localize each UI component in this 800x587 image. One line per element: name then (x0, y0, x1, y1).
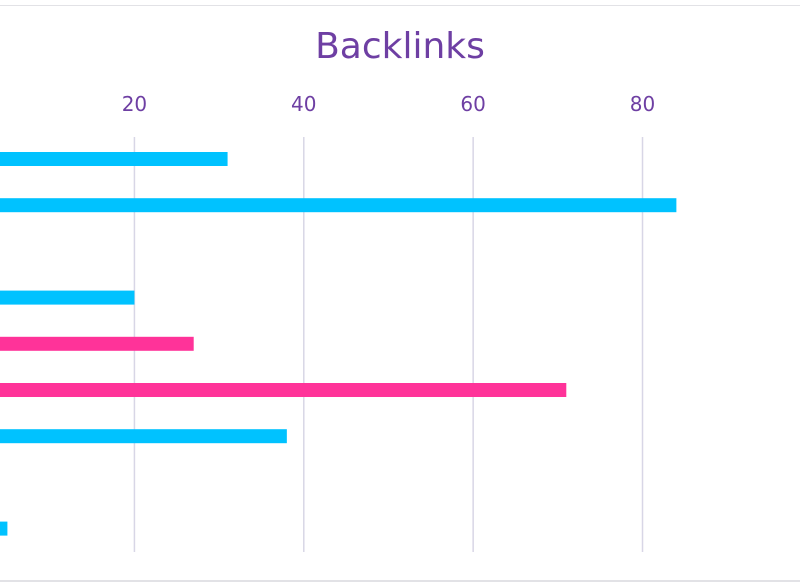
x-tick-labels: 20 40 60 80 (122, 92, 656, 116)
bar-5 (0, 336, 194, 351)
bar-9 (0, 521, 8, 536)
top-divider (0, 5, 800, 6)
bar-7 (0, 429, 287, 444)
bar-4 (0, 290, 135, 305)
bar-1 (0, 152, 228, 166)
x-tick-label: 60 (460, 92, 485, 116)
chart-title: Backlinks (315, 26, 485, 67)
bottom-divider (0, 580, 800, 582)
x-tick-label: 20 (122, 92, 147, 116)
bars (0, 152, 677, 536)
x-tick-label: 80 (630, 92, 655, 116)
x-tick-label: 40 (291, 92, 316, 116)
bar-6 (0, 383, 567, 397)
bar-2 (0, 198, 677, 213)
